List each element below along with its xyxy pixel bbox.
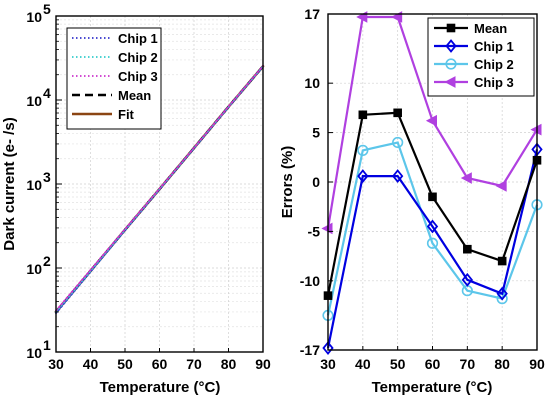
- right-point-chip-2: [426, 237, 439, 249]
- left-y-tick-exponent: 4: [43, 85, 51, 101]
- right-point-chip-2: [357, 144, 369, 156]
- left-x-tick-label: 80: [221, 356, 237, 372]
- right-y-axis-label: Errors (%): [279, 146, 296, 219]
- right-series-line-mean: [326, 111, 539, 296]
- right-y-tick-label: 10: [304, 75, 320, 91]
- left-y-tick-label: 10: [26, 261, 42, 277]
- right-y-tick-label: -10: [300, 273, 320, 289]
- left-series-group: [54, 65, 265, 315]
- right-series-line-chip-1: [326, 149, 539, 349]
- left-x-ticks: 30 40 50 60 70 80 90: [48, 348, 271, 372]
- right-y-tick-label: -5: [308, 223, 321, 239]
- right-y-tick-label: 5: [312, 125, 320, 141]
- left-legend-box: [66, 27, 162, 130]
- right-x-tick-label: 60: [425, 356, 441, 372]
- right-point-chip-1: [426, 219, 439, 234]
- right-y-tick-label: 17: [304, 6, 320, 22]
- right-point-chip-1: [392, 169, 404, 183]
- right-y-tick-label: -17: [300, 342, 320, 358]
- right-x-tick-label: 90: [529, 356, 545, 372]
- left-series-line-chip-3: [55, 65, 264, 312]
- right-x-tick-label: 50: [390, 356, 406, 372]
- right-legend-label-chip-2: Chip 2: [474, 57, 514, 72]
- right-point-chip-3: [425, 114, 437, 127]
- left-y-tick-label: 10: [26, 345, 42, 361]
- right-point-mean: [428, 192, 437, 202]
- right-point-mean: [393, 108, 402, 118]
- right-legend-label-mean: Mean: [474, 21, 507, 36]
- right-y-ticks: 17 10 5 0 -5 -10 -17: [300, 6, 333, 358]
- right-x-ticks: 30 40 50 60 70 80 90: [320, 346, 545, 372]
- left-legend-label-fit: Fit: [118, 107, 135, 122]
- right-point-chip-3: [460, 172, 472, 184]
- right-point-chip-1: [322, 341, 334, 355]
- left-legend-label-chip-3: Chip 3: [118, 69, 158, 84]
- right-legend-marker-chip-1: [445, 39, 457, 53]
- right-point-mean: [358, 110, 368, 120]
- left-x-tick-label: 90: [255, 356, 271, 372]
- right-legend-label-chip-3: Chip 3: [474, 75, 514, 90]
- right-x-tick-label: 40: [355, 356, 371, 372]
- left-y-tick-exponent: 1: [43, 337, 51, 353]
- left-y-tick-exponent: 3: [43, 169, 51, 185]
- right-point-chip-3: [321, 222, 333, 235]
- left-legend-label-chip-1: Chip 1: [118, 31, 158, 46]
- right-point-chip-2: [392, 136, 404, 149]
- left-y-tick-exponent: 2: [43, 253, 51, 269]
- right-y-tick-label: 0: [312, 174, 320, 190]
- right-series-line-chip-2: [326, 141, 539, 316]
- right-point-chip-1: [461, 272, 473, 287]
- right-point-chip-1: [357, 169, 369, 183]
- right-point-mean: [463, 244, 472, 254]
- right-point-mean: [497, 256, 507, 266]
- right-x-tick-label: 80: [494, 356, 510, 372]
- right-x-tick-label: 30: [320, 356, 336, 372]
- left-y-axis-label: Dark current (e- /s): [1, 117, 18, 250]
- left-grid: [55, 15, 264, 353]
- right-point-chip-1: [496, 286, 508, 301]
- right-legend-marker-chip-2: [445, 58, 457, 70]
- left-x-tick-label: 40: [83, 356, 99, 372]
- right-legend-marker-mean: [446, 23, 456, 33]
- left-legend-label-mean: Mean: [118, 88, 151, 103]
- left-legend: Chip 1 Chip 2 Chip 3 Mean Fit: [66, 27, 162, 130]
- left-y-tick-label: 10: [26, 93, 42, 109]
- right-legend-label-chip-1: Chip 1: [474, 39, 514, 54]
- right-legend: Mean Chip 1 Chip 2 Chip 3: [427, 17, 535, 97]
- right-point-chip-3: [495, 180, 507, 192]
- left-x-tick-label: 70: [186, 356, 202, 372]
- left-x-tick-label: 60: [152, 356, 168, 372]
- right-x-tick-label: 70: [460, 356, 476, 372]
- left-y-tick-exponent: 5: [43, 1, 51, 17]
- right-x-axis-label: Temperature (°C): [372, 379, 493, 396]
- right-legend-marker-chip-3: [444, 76, 456, 88]
- left-y-tick-label: 10: [26, 177, 42, 193]
- left-legend-label-chip-2: Chip 2: [118, 50, 158, 65]
- left-x-tick-label: 50: [117, 356, 133, 372]
- left-x-axis-label: Temperature (°C): [100, 379, 221, 396]
- right-point-chip-3: [530, 123, 542, 136]
- left-y-tick-label: 10: [26, 9, 42, 25]
- left-x-tick-label: 30: [48, 356, 64, 372]
